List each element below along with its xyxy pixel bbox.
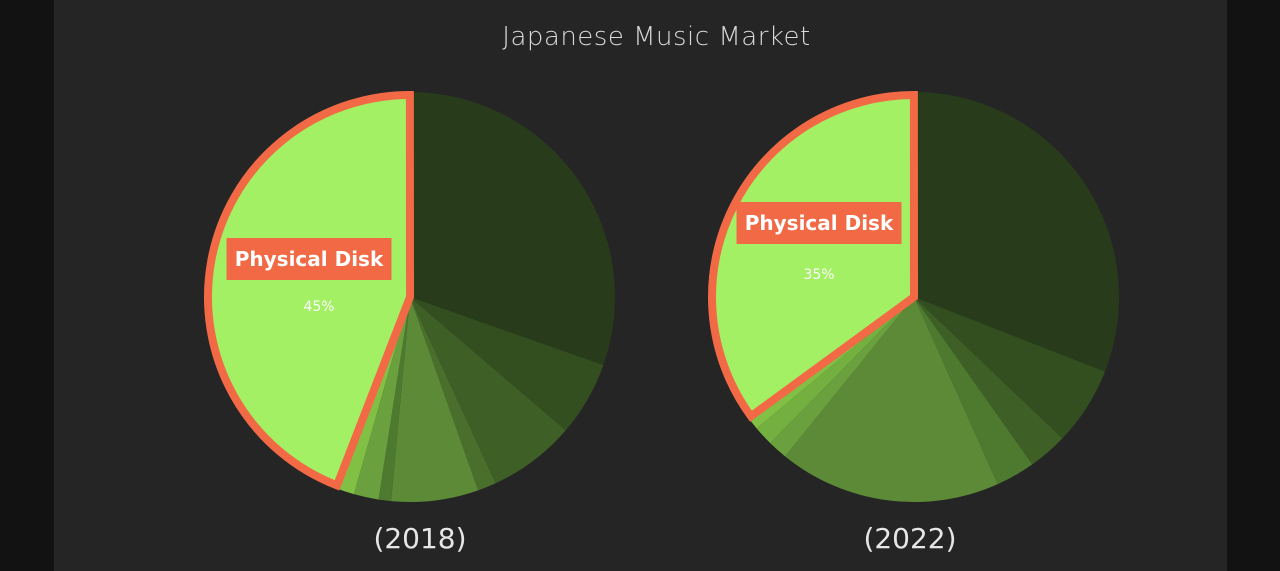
pie-slice-3 — [410, 297, 496, 491]
pie-chart-2018: Physical Disk 45% — [204, 90, 616, 503]
year-label-2022: (2022) — [863, 522, 956, 555]
pie-slice-0 — [410, 92, 616, 366]
pie-slice-2 — [914, 297, 1063, 465]
category-label: Physical Disk — [745, 211, 894, 235]
chart-title: Japanese Music Market — [502, 22, 811, 52]
highlight-slice-outline — [204, 90, 415, 491]
category-label: Physical Disk — [235, 247, 384, 271]
pie-slice-2 — [410, 297, 566, 484]
pie-slice-0 — [914, 92, 1119, 372]
pie-slice-6 — [756, 297, 914, 444]
pie-slice-5 — [770, 297, 914, 457]
pie-slice-4 — [785, 297, 998, 503]
highlight-slice-outline — [708, 90, 919, 422]
pie-slice-1 — [914, 297, 1105, 439]
category-label-box — [736, 202, 902, 244]
category-label-box — [226, 238, 392, 280]
pie-slice-3 — [914, 297, 1033, 485]
percent-label: 35% — [803, 267, 834, 283]
pie-slice-5 — [378, 297, 410, 502]
pie-slice-1 — [410, 297, 604, 431]
percent-label: 45% — [303, 299, 334, 315]
year-label-2018: (2018) — [373, 522, 466, 555]
pie-chart-2022: Physical Disk 35% — [708, 90, 1119, 503]
pie-slice-6 — [353, 297, 410, 500]
pie-slice-4 — [391, 297, 479, 503]
